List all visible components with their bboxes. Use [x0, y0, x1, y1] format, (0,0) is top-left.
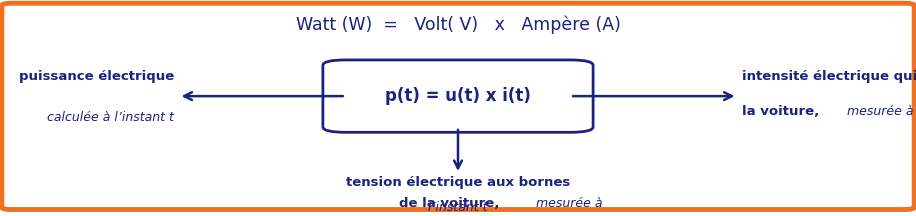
Text: tension électrique aux bornes: tension électrique aux bornes	[346, 176, 570, 189]
Text: mesurée à: mesurée à	[536, 197, 603, 210]
Text: l’instant t: l’instant t	[429, 201, 487, 214]
Text: la voiture,: la voiture,	[742, 105, 819, 118]
FancyBboxPatch shape	[322, 60, 594, 132]
Text: de la voiture,: de la voiture,	[398, 197, 499, 210]
FancyBboxPatch shape	[2, 3, 914, 210]
Text: puissance électrique: puissance électrique	[19, 70, 174, 83]
Text: p(t) = u(t) x i(t): p(t) = u(t) x i(t)	[385, 87, 531, 105]
Text: mesurée à l’instant t: mesurée à l’instant t	[847, 105, 916, 118]
Text: intensité électrique qui traverse: intensité électrique qui traverse	[742, 70, 916, 83]
Text: calculée à l’instant t: calculée à l’instant t	[47, 111, 174, 124]
Text: Watt (W)  =   Volt( V)   x   Ampère (A): Watt (W) = Volt( V) x Ampère (A)	[296, 15, 620, 34]
